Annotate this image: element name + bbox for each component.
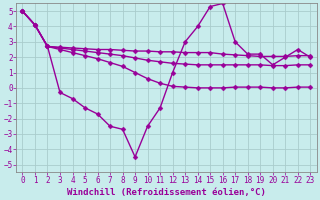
X-axis label: Windchill (Refroidissement éolien,°C): Windchill (Refroidissement éolien,°C) — [67, 188, 266, 197]
